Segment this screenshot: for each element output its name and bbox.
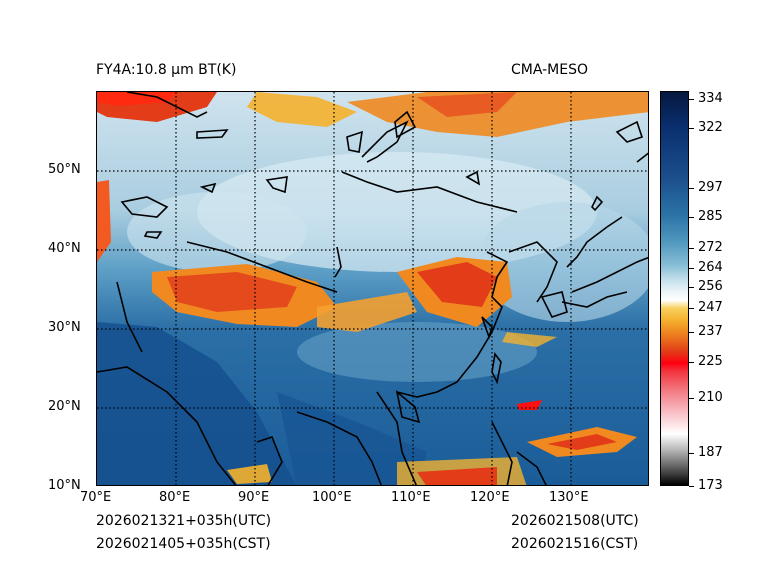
model-name: CMA-MESO <box>511 62 589 78</box>
colorbar-tick <box>689 268 694 269</box>
colorbar-label: 187 <box>698 445 723 460</box>
colorbar-tick <box>689 398 694 399</box>
lat-label-50n: 50°N <box>48 162 81 177</box>
map-imagery <box>97 92 648 485</box>
lon-label-80e: 80°E <box>159 490 191 505</box>
init-time-utc: 2026021321+035h(UTC) <box>96 513 272 529</box>
lat-label-10n: 10°N <box>48 478 81 493</box>
colorbar-tick <box>689 217 694 218</box>
colorbar-tick <box>689 308 694 309</box>
lon-label-70e: 70°E <box>80 490 112 505</box>
colorbar-tick <box>689 332 694 333</box>
colorbar-label: 173 <box>698 478 723 493</box>
colorbar-label: 247 <box>698 300 723 315</box>
valid-time-cst: 2026021516(CST) <box>511 536 639 552</box>
graticule <box>97 92 648 485</box>
colorbar-tick <box>689 453 694 454</box>
map-title: FY4A:10.8 µm BT(K) <box>96 62 237 78</box>
lat-label-30n: 30°N <box>48 320 81 335</box>
lon-label-90e: 90°E <box>238 490 270 505</box>
colorbar-tick <box>689 486 694 487</box>
lon-label-120e: 120°E <box>470 490 510 505</box>
lon-label-110e: 110°E <box>391 490 431 505</box>
colorbar-label: 322 <box>698 120 723 135</box>
colorbar-label: 256 <box>698 279 723 294</box>
colorbar-tick <box>689 248 694 249</box>
colorbar-tick <box>689 287 694 288</box>
lon-label-130e: 130°E <box>549 490 589 505</box>
colorbar-label: 225 <box>698 354 723 369</box>
colorbar-label: 285 <box>698 209 723 224</box>
colorbar-label: 237 <box>698 324 723 339</box>
init-time-cst: 2026021405+035h(CST) <box>96 536 271 552</box>
colorbar-tick <box>689 99 694 100</box>
colorbar-tick <box>689 128 694 129</box>
colorbar-tick <box>689 362 694 363</box>
satellite-map <box>96 91 649 486</box>
valid-time-utc: 2026021508(UTC) <box>511 513 639 529</box>
colorbar-label: 264 <box>698 260 723 275</box>
lat-label-40n: 40°N <box>48 241 81 256</box>
lon-label-100e: 100°E <box>312 490 352 505</box>
lat-label-20n: 20°N <box>48 399 81 414</box>
colorbar <box>660 91 689 486</box>
colorbar-label: 297 <box>698 180 723 195</box>
colorbar-label: 272 <box>698 240 723 255</box>
colorbar-label: 334 <box>698 91 723 106</box>
colorbar-label: 210 <box>698 390 723 405</box>
colorbar-tick <box>689 188 694 189</box>
